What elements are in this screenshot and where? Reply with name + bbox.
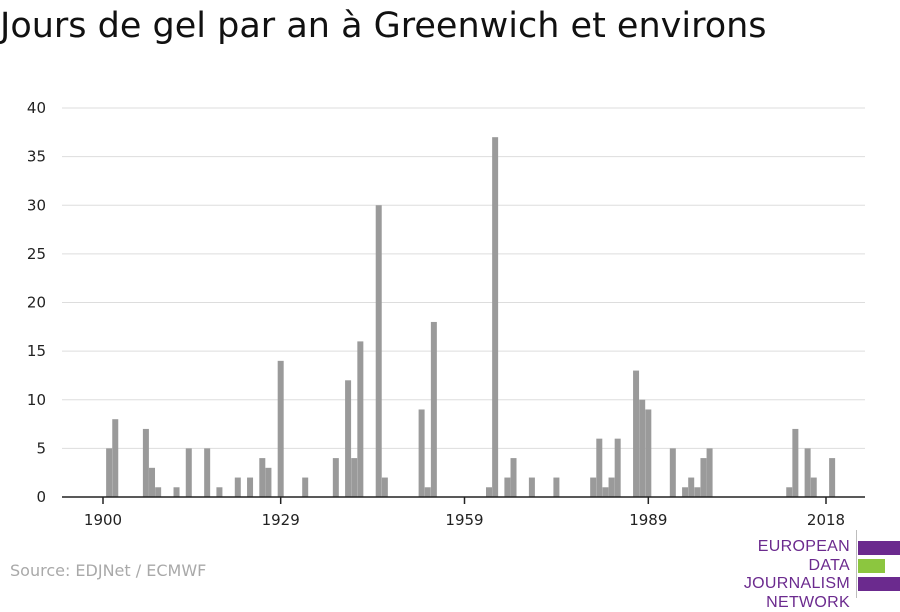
bar-1982 [602, 487, 608, 497]
bar-1942 [357, 341, 363, 497]
bar-1980 [590, 478, 596, 497]
y-tick-label: 0 [36, 488, 46, 506]
x-axis-ticks: 1900 1929 1959 1989 2018 [84, 497, 845, 529]
edjnet-logo: EUROPEAN DATA JOURNALISM NETWORK [700, 536, 900, 600]
bar-2012 [786, 487, 792, 497]
bar-1953 [425, 487, 431, 497]
bar-1996 [688, 478, 694, 497]
bar-2019 [829, 458, 835, 497]
x-tick-label: 2018 [807, 511, 845, 529]
bar-1902 [112, 419, 118, 497]
bar-1993 [670, 448, 676, 497]
bar-1989 [645, 409, 651, 497]
bar-1966 [504, 478, 510, 497]
bar-1922 [235, 478, 241, 497]
y-tick-label: 15 [27, 342, 46, 360]
source-note: Source: EDJNet / ECMWF [10, 561, 206, 580]
logo-divider [856, 530, 857, 598]
bar-1945 [376, 205, 382, 497]
bar-1933 [302, 478, 308, 497]
bar-1963 [486, 487, 492, 497]
logo-text: EUROPEAN DATA JOURNALISM NETWORK [700, 538, 850, 612]
bar-1938 [333, 458, 339, 497]
bar-2013 [792, 429, 798, 497]
grid-lines [62, 108, 865, 448]
x-tick-label: 1989 [629, 511, 667, 529]
bar-1954 [431, 322, 437, 497]
bar-1946 [382, 478, 388, 497]
y-tick-label: 30 [27, 196, 46, 214]
bar-1941 [351, 458, 357, 497]
bar-1981 [596, 439, 602, 497]
logo-bar-purple-bottom [858, 577, 900, 591]
bar-1909 [155, 487, 161, 497]
bar-1983 [609, 478, 615, 497]
bar-1917 [204, 448, 210, 497]
bar-1952 [419, 409, 425, 497]
y-tick-label: 20 [27, 294, 46, 312]
bar-1997 [694, 487, 700, 497]
bar-1984 [615, 439, 621, 497]
x-tick-label: 1929 [262, 511, 300, 529]
bar-1998 [700, 458, 706, 497]
logo-bar-green [858, 559, 885, 573]
bar-1999 [707, 448, 713, 497]
y-tick-label: 35 [27, 148, 46, 166]
bar-1919 [216, 487, 222, 497]
logo-bar-purple-top [858, 541, 900, 555]
y-axis-ticks: 0 5 10 15 20 25 30 35 40 [27, 99, 46, 506]
bar-1987 [633, 371, 639, 497]
bar-1964 [492, 137, 498, 497]
logo-line-data-journalism: DATA JOURNALISM [700, 557, 850, 594]
bar-2016 [811, 478, 817, 497]
bar-1907 [143, 429, 149, 497]
bar-1988 [639, 400, 645, 497]
bar-1940 [345, 380, 351, 497]
bar-1967 [511, 458, 517, 497]
bar-1914 [186, 448, 192, 497]
y-tick-label: 5 [36, 439, 46, 457]
bars [106, 137, 835, 497]
bar-1929 [278, 361, 284, 497]
bar-1908 [149, 468, 155, 497]
bar-2015 [805, 448, 811, 497]
bar-1901 [106, 448, 112, 497]
bar-1927 [265, 468, 271, 497]
x-tick-label: 1900 [84, 511, 122, 529]
bar-1912 [174, 487, 180, 497]
y-tick-label: 10 [27, 391, 46, 409]
logo-line-network: NETWORK [700, 594, 850, 612]
bar-1924 [247, 478, 253, 497]
logo-line-european: EUROPEAN [700, 538, 850, 557]
x-tick-label: 1959 [445, 511, 483, 529]
bar-1995 [682, 487, 688, 497]
bar-1974 [553, 478, 559, 497]
y-tick-label: 25 [27, 245, 46, 263]
bar-1970 [529, 478, 535, 497]
bar-1926 [259, 458, 265, 497]
y-tick-label: 40 [27, 99, 46, 117]
